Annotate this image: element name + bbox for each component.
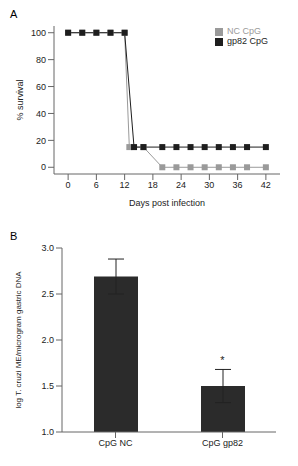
svg-text:42: 42 — [261, 180, 271, 190]
svg-text:12: 12 — [120, 180, 130, 190]
svg-text:6: 6 — [94, 180, 99, 190]
svg-text:30: 30 — [204, 180, 214, 190]
html-text:A: A — [10, 8, 18, 20]
svg-text:18: 18 — [148, 180, 158, 190]
svg-text:20: 20 — [36, 136, 46, 146]
svg-text:36: 36 — [233, 180, 243, 190]
svg-text:% survival: % survival — [15, 79, 25, 120]
svg-text:1.0: 1.0 — [41, 427, 54, 437]
svg-text:60: 60 — [36, 82, 46, 92]
svg-text:0: 0 — [41, 162, 46, 172]
svg-text:Days post infection: Days post infection — [129, 198, 205, 208]
svg-text:log T. cruzi ME/microgram gast: log T. cruzi ME/microgram gastric DNA — [14, 271, 23, 409]
svg-text:3.0: 3.0 — [41, 243, 54, 253]
svg-text:100: 100 — [31, 28, 46, 38]
svg-text:1.5: 1.5 — [41, 381, 54, 391]
svg-text:*: * — [220, 354, 225, 366]
html-text:NC CpG: NC CpG — [227, 26, 261, 36]
svg-text:80: 80 — [36, 55, 46, 65]
html-text:gp82 CpG: gp82 CpG — [227, 36, 268, 46]
svg-text:40: 40 — [36, 109, 46, 119]
svg-text:24: 24 — [176, 180, 186, 190]
html-text:B: B — [10, 230, 18, 242]
svg-text:2.0: 2.0 — [41, 335, 54, 345]
svg-text:0: 0 — [66, 180, 71, 190]
svg-text:CpG gp82: CpG gp82 — [202, 438, 243, 448]
svg-text:CpG NC: CpG NC — [98, 438, 133, 448]
svg-text:2.5: 2.5 — [41, 289, 54, 299]
